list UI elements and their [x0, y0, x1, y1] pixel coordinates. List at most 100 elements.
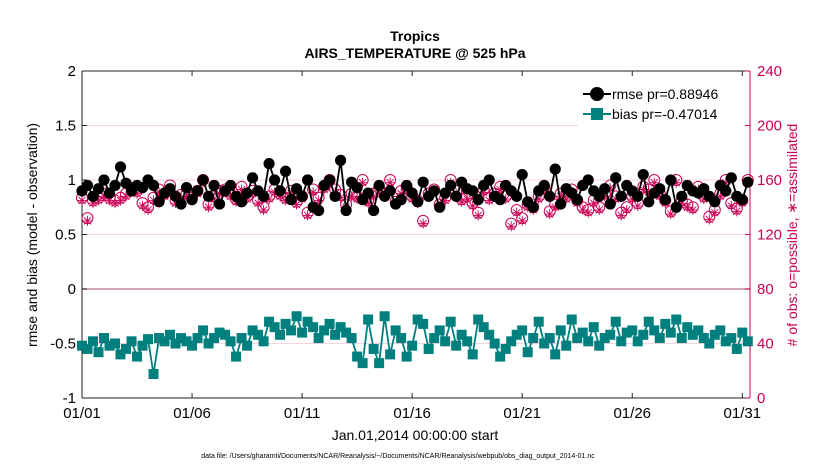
legend-box: [578, 76, 744, 128]
rmse-point: [428, 185, 440, 197]
rmse-point: [615, 190, 627, 202]
asterisk-stroke: [419, 219, 427, 228]
asterisk-stroke: [507, 222, 516, 231]
rmse-point: [274, 185, 286, 197]
y-tick-label: -0.5: [50, 336, 76, 353]
bias-point: [550, 349, 561, 360]
rmse-point: [544, 190, 556, 202]
bias-point: [506, 336, 517, 347]
y-tick-right-label: 200: [757, 118, 782, 135]
asterisk-stroke: [705, 215, 714, 224]
bias-point: [495, 351, 506, 362]
asterisk-stroke: [545, 210, 554, 218]
bias-point: [429, 333, 440, 344]
bias-point: [665, 327, 676, 338]
x-tick-label: 01/31: [724, 405, 762, 422]
bias-point: [704, 338, 715, 349]
rmse-point: [434, 201, 446, 213]
bias-point: [566, 314, 577, 325]
rmse-point: [654, 183, 666, 195]
bias-point: [517, 325, 528, 336]
rmse-point: [147, 179, 160, 192]
rmse-point: [582, 174, 594, 186]
bias-point: [346, 333, 357, 344]
asterisk-stroke: [710, 208, 719, 217]
bias-point: [412, 314, 423, 325]
rmse-point: [472, 194, 484, 206]
y-axis-label: rmse and bias (model - observation): [24, 123, 40, 347]
rmse-point: [445, 179, 457, 192]
bias-point: [220, 329, 231, 340]
legend-bias-label: bias pr=-0.47014: [612, 106, 718, 122]
asterisk-stroke: [474, 211, 482, 220]
rmse-point: [527, 201, 539, 213]
bias-point: [231, 351, 242, 362]
x-tick-label: 01/06: [173, 405, 211, 422]
obs-assimilated-marker: [82, 215, 93, 226]
rmse-point: [268, 174, 281, 186]
obs-assimilated-marker: [506, 221, 517, 232]
rmse-point: [665, 174, 677, 186]
rmse-point: [709, 196, 721, 208]
bias-point: [687, 329, 698, 340]
bias-point: [313, 333, 324, 344]
obs-assimilated-marker: [594, 204, 605, 215]
rmse-point: [263, 158, 275, 170]
rmse-point: [224, 179, 237, 192]
rmse-point: [202, 190, 215, 202]
y-tick-right-label: 0: [757, 390, 765, 407]
obs-assimilated-marker: [203, 202, 214, 213]
y-tick-right-label: 80: [757, 281, 774, 298]
asterisk-stroke: [622, 206, 631, 214]
x-tick-label: 01/26: [613, 405, 651, 422]
bias-point: [676, 333, 687, 344]
rmse-point: [114, 161, 127, 173]
bias-point: [445, 316, 456, 327]
rmse-point: [153, 196, 165, 208]
rmse-point: [483, 174, 495, 186]
asterisk-stroke: [144, 206, 152, 214]
obs-assimilated-marker: [137, 200, 148, 211]
bias-point: [264, 316, 275, 327]
y-axis-right-label: # of obs: o=possible, ∗=assimilated: [784, 124, 800, 347]
bias-point: [280, 318, 291, 329]
bias-point: [170, 338, 181, 349]
bias-point: [605, 329, 616, 340]
bias-point: [159, 336, 170, 347]
bias-point: [115, 349, 126, 360]
bias-point: [253, 329, 264, 340]
rmse-point: [186, 194, 198, 206]
y-tick-right-label: 160: [757, 172, 782, 189]
rmse-point: [494, 194, 506, 206]
rmse-point: [235, 196, 248, 208]
bias-point: [594, 340, 605, 351]
bias-point: [616, 336, 627, 347]
rmse-point: [373, 179, 385, 192]
bias-point: [720, 336, 731, 347]
bias-point: [165, 329, 176, 340]
asterisk-stroke: [518, 217, 527, 225]
bias-point: [308, 322, 319, 333]
bias-point: [484, 329, 495, 340]
asterisk-stroke: [94, 196, 103, 205]
rmse-point: [180, 182, 193, 194]
asterisk-stroke: [584, 208, 593, 217]
obs-assimilated-marker: [687, 204, 698, 215]
bias-point: [368, 343, 379, 354]
obs-assimilated-marker: [517, 215, 528, 226]
rmse-point: [213, 198, 226, 210]
rmse-point: [340, 204, 352, 217]
rmse-point: [246, 172, 259, 184]
rmse-point: [742, 176, 754, 188]
bias-point: [187, 340, 198, 351]
asterisk-stroke: [204, 203, 213, 212]
bias-point: [522, 347, 533, 358]
legend-bias-marker: [591, 108, 603, 120]
obs-assimilated-marker: [544, 209, 555, 220]
obs-assimilated-marker: [302, 210, 313, 221]
bias-point: [77, 340, 87, 351]
asterisk-stroke: [556, 192, 565, 201]
bias-point: [440, 336, 451, 347]
bias-point: [396, 333, 407, 344]
rmse-point: [324, 174, 336, 186]
